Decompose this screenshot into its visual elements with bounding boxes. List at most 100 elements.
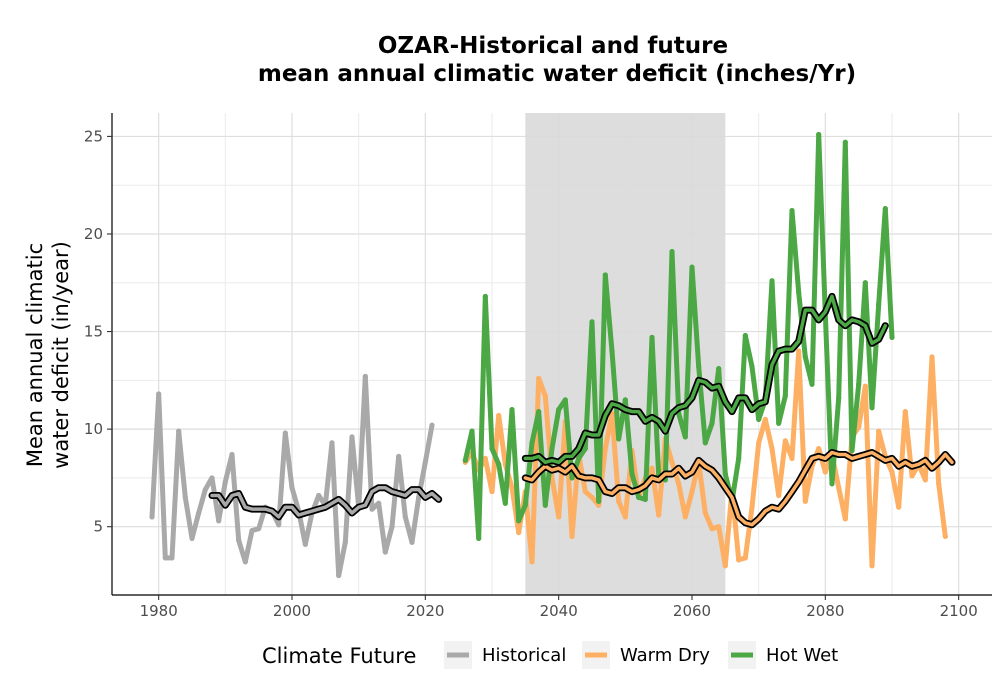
y-tick-label-25: 25 bbox=[84, 127, 103, 145]
point-warm-dry-2045 bbox=[589, 494, 595, 501]
point-warm-dry-2072 bbox=[769, 446, 775, 452]
point-historical-2007 bbox=[336, 572, 342, 579]
y-tick-label-15: 15 bbox=[84, 323, 103, 341]
point-hot-wet-2063 bbox=[709, 420, 715, 426]
y-axis-title-line1: Mean annual climatic bbox=[23, 243, 47, 467]
point-hot-wet-2078 bbox=[809, 381, 815, 387]
point-hot-wet-2086 bbox=[862, 280, 868, 286]
chart-title-line1: OZAR-Historical and future bbox=[378, 33, 728, 59]
point-warm-dry-2092 bbox=[902, 408, 908, 415]
point-warm-dry-2074 bbox=[782, 438, 788, 444]
point-warm-dry-2073 bbox=[776, 492, 782, 499]
point-hot-wet-2049 bbox=[616, 436, 622, 442]
point-warm-dry-2085 bbox=[856, 424, 862, 430]
point-historical-1985 bbox=[189, 535, 195, 542]
x-tick-label-2040: 2040 bbox=[540, 602, 578, 620]
point-warm-dry-2063 bbox=[709, 526, 715, 532]
point-historical-1986 bbox=[196, 510, 202, 516]
point-historical-1994 bbox=[249, 528, 255, 534]
point-historical-2011 bbox=[362, 373, 368, 380]
point-hot-wet-2037 bbox=[536, 408, 542, 415]
point-warm-dry-2038 bbox=[542, 393, 548, 399]
point-warm-dry-2082 bbox=[836, 485, 842, 491]
y-tick-label-5: 5 bbox=[93, 518, 103, 536]
point-historical-2006 bbox=[329, 440, 335, 446]
point-hot-wet-2090 bbox=[889, 334, 895, 341]
point-hot-wet-2087 bbox=[869, 405, 875, 411]
x-tick-label-2100: 2100 bbox=[940, 602, 978, 620]
point-hot-wet-2050 bbox=[622, 397, 628, 403]
x-tick-label-2060: 2060 bbox=[673, 602, 711, 620]
point-hot-wet-2065 bbox=[722, 471, 728, 477]
point-historical-1980 bbox=[156, 391, 162, 397]
point-warm-dry-2093 bbox=[909, 473, 915, 479]
point-warm-dry-2086 bbox=[862, 383, 868, 389]
point-warm-dry-2040 bbox=[556, 514, 562, 520]
point-hot-wet-2076 bbox=[796, 289, 802, 296]
point-hot-wet-2079 bbox=[816, 131, 822, 138]
point-historical-1988 bbox=[209, 475, 215, 481]
point-historical-2008 bbox=[342, 539, 348, 545]
point-hot-wet-2059 bbox=[682, 434, 688, 440]
point-hot-wet-2046 bbox=[596, 498, 602, 504]
point-warm-dry-2097 bbox=[936, 481, 942, 487]
point-historical-2018 bbox=[409, 539, 415, 545]
point-hot-wet-2081 bbox=[829, 481, 835, 487]
point-hot-wet-2051 bbox=[629, 471, 635, 477]
y-tick-label-20: 20 bbox=[84, 225, 103, 243]
point-warm-dry-2036 bbox=[529, 559, 535, 565]
point-warm-dry-2034 bbox=[516, 529, 522, 536]
point-warm-dry-2068 bbox=[742, 555, 748, 561]
x-tick-label-2020: 2020 bbox=[406, 602, 444, 620]
point-hot-wet-2028 bbox=[476, 535, 482, 542]
point-warm-dry-2076 bbox=[796, 348, 802, 354]
point-hot-wet-2047 bbox=[602, 272, 608, 278]
point-warm-dry-2060 bbox=[689, 488, 695, 495]
point-warm-dry-2030 bbox=[489, 488, 495, 495]
point-hot-wet-2041 bbox=[562, 397, 568, 403]
point-hot-wet-2032 bbox=[502, 500, 508, 506]
shaded-period bbox=[525, 113, 726, 595]
point-hot-wet-2035 bbox=[522, 502, 528, 508]
point-hot-wet-2052 bbox=[636, 494, 642, 501]
point-hot-wet-2036 bbox=[529, 440, 535, 446]
point-historical-2020 bbox=[422, 459, 428, 465]
point-hot-wet-2040 bbox=[556, 407, 562, 413]
point-warm-dry-2047 bbox=[602, 446, 608, 452]
rolling-mean-hot-wet-0 bbox=[523, 294, 888, 465]
point-historical-2004 bbox=[316, 492, 322, 499]
point-warm-dry-2054 bbox=[649, 465, 655, 471]
series-layer bbox=[149, 131, 956, 579]
point-warm-dry-2065 bbox=[722, 563, 728, 569]
point-hot-wet-2039 bbox=[549, 446, 555, 452]
point-warm-dry-2079 bbox=[816, 446, 822, 452]
point-historical-1987 bbox=[202, 487, 208, 493]
point-hot-wet-2048 bbox=[609, 348, 615, 354]
point-historical-1992 bbox=[236, 537, 242, 543]
point-hot-wet-2069 bbox=[749, 364, 755, 370]
point-hot-wet-2034 bbox=[516, 518, 522, 524]
point-warm-dry-2042 bbox=[569, 533, 575, 540]
ticks: 1980 2000 2020 2040 2060 2080 2100 5 10 15 20 25 bbox=[84, 127, 978, 620]
point-hot-wet-2044 bbox=[582, 446, 588, 452]
point-warm-dry-2090 bbox=[889, 469, 895, 475]
legend-label-hot-wet: Hot Wet bbox=[766, 645, 838, 666]
point-hot-wet-2042 bbox=[569, 475, 575, 481]
point-hot-wet-2043 bbox=[576, 455, 582, 462]
point-hot-wet-2077 bbox=[802, 354, 808, 360]
point-warm-dry-2088 bbox=[876, 428, 882, 434]
point-warm-dry-2075 bbox=[789, 455, 795, 462]
point-historical-1989 bbox=[216, 518, 222, 524]
point-historical-2012 bbox=[369, 506, 375, 512]
point-hot-wet-2064 bbox=[716, 366, 722, 372]
point-warm-dry-2057 bbox=[669, 459, 675, 465]
point-historical-1979 bbox=[149, 514, 155, 520]
point-hot-wet-2045 bbox=[589, 319, 595, 325]
point-historical-2015 bbox=[389, 524, 395, 530]
point-hot-wet-2067 bbox=[736, 455, 742, 462]
point-warm-dry-2064 bbox=[716, 524, 722, 530]
point-warm-dry-2029 bbox=[482, 455, 488, 462]
rolling-mean-historical-0 bbox=[210, 485, 441, 519]
point-hot-wet-2089 bbox=[882, 206, 888, 212]
point-historical-2000 bbox=[289, 485, 295, 491]
